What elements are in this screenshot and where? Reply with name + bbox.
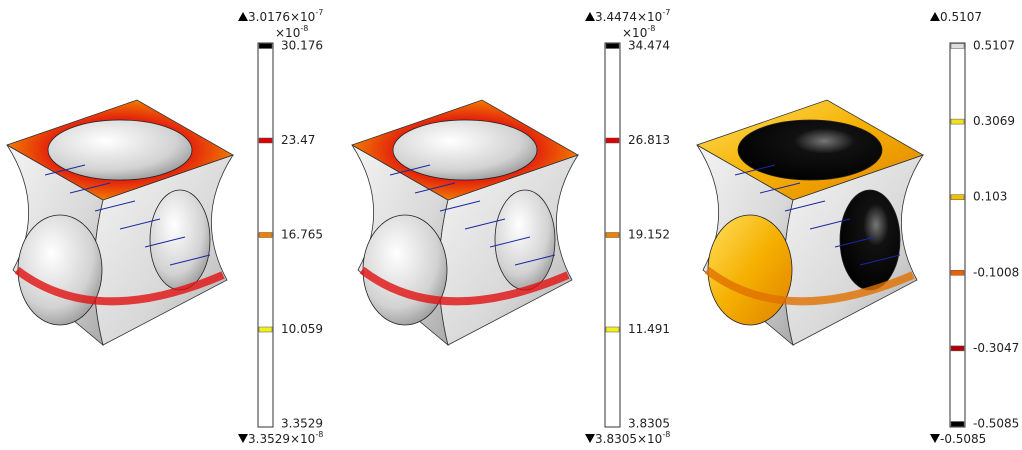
legend-tick-label: -0.1008 [973,265,1019,279]
max-label-exponent: -7 [315,8,323,17]
legend-tick-label: -0.3047 [973,341,1019,355]
top-bowl [393,120,537,180]
side-bowl [495,190,555,290]
color-marker [951,346,964,351]
min-arrow [238,434,248,443]
max-label-base: 0.5107 [940,10,982,24]
min-label-base: 3.8305×10 [595,432,662,446]
legend-tick-label: 19.152 [628,228,670,242]
min-label-base: -0.5085 [940,432,986,446]
color-marker [951,270,964,275]
legend-tick-label: -0.5085 [973,417,1019,431]
plot-3d [697,100,923,345]
min-label: -0.5085 [940,432,986,446]
color-marker [259,44,272,49]
color-marker [606,233,619,238]
legend-tick-label: 10.059 [281,322,323,336]
top-bowl [738,120,882,180]
legend-tick-label: 0.103 [973,190,1007,204]
color-marker [606,138,619,143]
plot-3d [7,100,233,345]
top-bowl [48,120,192,180]
multiplier-label-base: ×10 [275,26,300,40]
side-bowl [840,190,900,290]
color-marker [951,422,964,427]
min-arrow [930,434,940,443]
max-label-exponent: -7 [662,8,670,17]
max-label: 3.4474×10-7 [595,8,670,24]
legend-tick-label: 23.47 [281,133,315,147]
min-label: 3.8305×10-8 [595,430,670,446]
legend-tick-label: 3.8305 [628,417,670,431]
legend-tick-label: 34.474 [628,39,670,53]
legend-tick-label: 26.813 [628,133,670,147]
legend-tick-label: 16.765 [281,228,323,242]
color-marker [951,119,964,124]
legend-tick-label: 0.3069 [973,114,1015,128]
legend-tick-label: 11.491 [628,322,670,336]
multiplier-label-exponent: -8 [300,24,308,33]
multiplier-label: ×10-8 [622,24,655,40]
min-label-base: 3.3529×10 [248,432,315,446]
legend-tick-label: 0.5107 [973,39,1015,53]
max-label: 0.5107 [940,10,982,24]
color-bar [950,43,965,427]
multiplier-label: ×10-8 [275,24,308,40]
color-marker [951,44,964,49]
max-label-base: 3.4474×10 [595,10,662,24]
min-label-exponent: -8 [315,430,323,439]
max-label-base: 3.0176×10 [248,10,315,24]
color-marker [951,195,964,200]
min-label-exponent: -8 [662,430,670,439]
min-arrow [585,434,595,443]
screenshot: 30.17623.4716.76510.0593.35293.0176×10-7… [0,0,1022,450]
front-bowl [363,215,447,325]
min-label: 3.3529×10-8 [248,430,323,446]
color-marker [259,327,272,332]
front-bowl [18,215,102,325]
front-bowl [708,215,792,325]
color-marker [606,44,619,49]
color-marker [259,138,272,143]
color-marker [259,233,272,238]
max-label: 3.0176×10-7 [248,8,323,24]
max-arrow [238,12,248,21]
color-marker [606,327,619,332]
max-arrow [930,12,940,21]
plot-3d [352,100,578,345]
max-arrow [585,12,595,21]
multiplier-label-exponent: -8 [647,24,655,33]
multiplier-label-base: ×10 [622,26,647,40]
legend-tick-label: 3.3529 [281,417,323,431]
legend-tick-label: 30.176 [281,39,323,53]
side-bowl [150,190,210,290]
